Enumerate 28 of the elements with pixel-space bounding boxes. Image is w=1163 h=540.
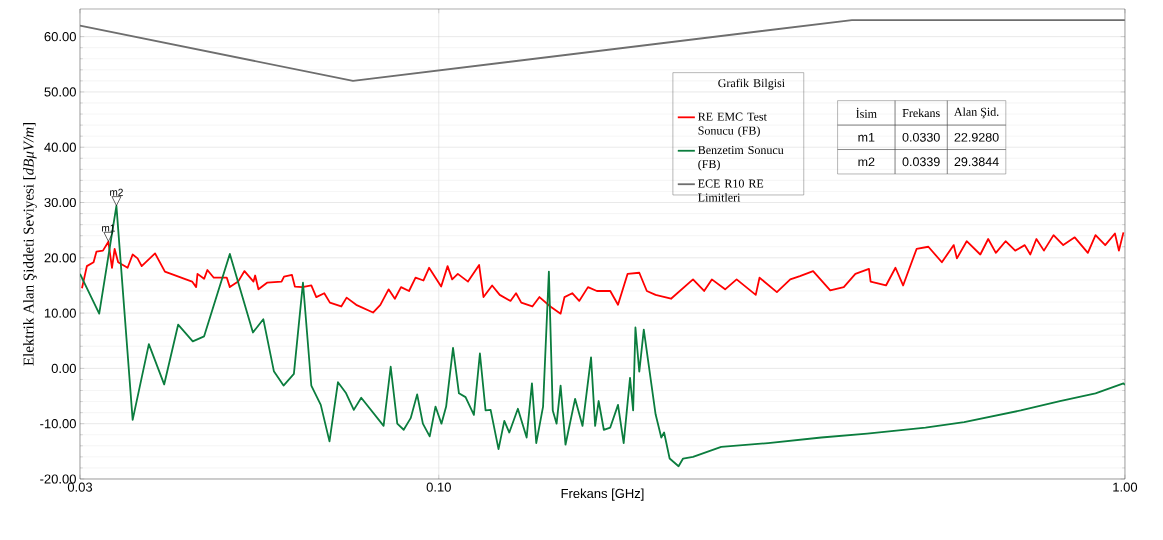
legend-label: ECE R10 RE Limitleri [698,179,764,202]
y-tick-label: 0.00 [51,363,76,373]
y-tick-label: 10.00 [44,308,76,318]
y-tick-label: 60.00 [44,32,76,42]
annotation: 22.9280 [954,132,999,142]
annotation: 0.0339 [902,157,940,167]
x-tick-label: 0.03 [67,482,93,492]
y-tick-label: -10.00 [40,419,76,429]
annotation: Alan Şid. [954,107,999,119]
y-tick-label: 50.00 [44,87,76,97]
annotation: m1 [858,133,875,142]
annotation: 29.3844 [954,157,999,167]
y-tick-label: 20.00 [44,253,76,263]
y-tick-label: 40.00 [44,142,76,152]
x-tick-label: 0.10 [426,482,451,492]
legend-label: RE EMC Test Sonucu (FB) [698,112,767,138]
annotation: Frekans [902,108,940,118]
legend-title: Grafik Bilgisi [718,78,785,90]
annotation: m2 [858,157,875,167]
annotation: 0.0330 [902,132,940,142]
y-axis-title: Elektrik Alan Şiddeti Seviyesi [dBμV/m] [23,123,37,366]
annotation: İsim [856,107,877,118]
annotation: m2 [110,188,123,196]
y-tick-label: -20.00 [40,474,76,484]
x-axis-title: Frekans [GHz] [561,488,644,501]
y-tick-label: 30.00 [44,197,76,208]
legend-label: Benzetim Sonucu (FB) [698,146,784,171]
x-tick-label: 1.00 [1113,482,1138,492]
